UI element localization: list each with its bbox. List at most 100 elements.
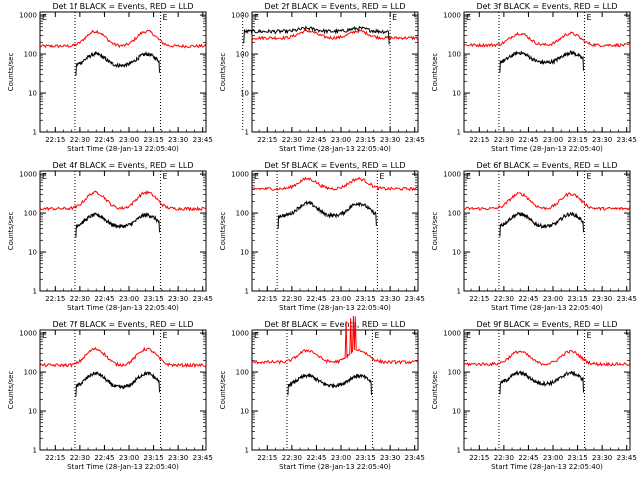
x-tick-label: 22:45 <box>94 295 114 303</box>
x-axis-label: Start Time (28-Jan-13 22:05:40) <box>279 145 391 153</box>
x-axis-label: Start Time (28-Jan-13 22:05:40) <box>491 145 603 153</box>
x-tick-label: 22:45 <box>306 136 326 144</box>
plot-frame <box>251 11 419 133</box>
x-tick-label: 22:45 <box>518 454 538 462</box>
series-events-line <box>499 369 584 395</box>
y-tick-label: 1000 <box>443 12 461 20</box>
series-lld-line <box>463 192 631 212</box>
x-tick-label: 22:15 <box>45 136 65 144</box>
panel-det-9: Det 9f BLACK = Events, RED = LLD 1 10 100 10… <box>431 320 637 471</box>
marker-label-left: E <box>254 13 259 22</box>
x-axis-label: Start Time (28-Jan-13 22:05:40) <box>279 463 391 471</box>
x-tick-label: 23:45 <box>617 136 637 144</box>
series-events-line <box>277 200 377 229</box>
y-tick-label: 100 <box>448 210 461 218</box>
x-tick-label: 23:15 <box>567 295 587 303</box>
x-tick-label: 22:30 <box>282 454 302 462</box>
x-tick-label: 23:00 <box>331 295 351 303</box>
y-tick-label: 10 <box>452 249 461 257</box>
series-events-line <box>287 373 372 396</box>
y-axis-label: Counts/sec <box>219 371 227 410</box>
marker-label-left: E <box>254 331 259 340</box>
x-tick-label: 23:45 <box>193 136 213 144</box>
marker-label-left: E <box>466 172 471 181</box>
y-axis-label: Counts/sec <box>431 371 439 410</box>
x-tick-label: 22:15 <box>469 295 489 303</box>
x-tick-label: 22:45 <box>306 454 326 462</box>
x-tick-label: 23:45 <box>405 136 425 144</box>
x-tick-label: 22:15 <box>257 454 277 462</box>
y-tick-label: 10 <box>28 408 37 416</box>
x-tick-label: 22:45 <box>518 136 538 144</box>
series-lld-line <box>252 315 419 365</box>
plot-frame <box>463 329 631 451</box>
x-tick-label: 22:30 <box>70 454 90 462</box>
y-tick-label: 100 <box>24 369 37 377</box>
marker-label-left: E <box>42 13 47 22</box>
x-tick-label: 23:45 <box>617 454 637 462</box>
y-tick-label: 1 <box>33 447 37 455</box>
y-tick-label: 1000 <box>231 12 249 20</box>
x-tick-label: 22:30 <box>70 295 90 303</box>
x-tick-label: 23:30 <box>168 136 188 144</box>
panel-title: Det 6f BLACK = Events, RED = LLD <box>476 161 617 170</box>
y-tick-label: 1000 <box>19 171 37 179</box>
y-tick-label: 1 <box>457 288 461 296</box>
marker-label-left: E <box>42 331 47 340</box>
y-tick-label: 100 <box>236 210 249 218</box>
y-tick-label: 1 <box>245 447 249 455</box>
panel-title: Det 1f BLACK = Events, RED = LLD <box>52 2 193 11</box>
y-tick-label: 100 <box>24 210 37 218</box>
series-lld-line <box>463 349 631 367</box>
x-axis-label: Start Time (28-Jan-13 22:05:40) <box>67 145 179 153</box>
series-events-line <box>75 370 160 397</box>
panel-det-7: Det 7f BLACK = Events, RED = LLD 1 10 100 10… <box>7 320 213 471</box>
x-axis-label: Start Time (28-Jan-13 22:05:40) <box>491 304 603 312</box>
panel-det-6: Det 6f BLACK = Events, RED = LLD 1 10 100 10… <box>431 161 637 312</box>
plot-frame <box>463 170 631 292</box>
x-tick-label: 23:45 <box>617 295 637 303</box>
x-axis-label: Start Time (28-Jan-13 22:05:40) <box>67 304 179 312</box>
y-tick-label: 1 <box>245 129 249 137</box>
x-tick-label: 23:15 <box>355 295 375 303</box>
x-tick-label: 23:15 <box>143 295 163 303</box>
series-lld-line <box>251 28 419 41</box>
y-tick-label: 1000 <box>19 12 37 20</box>
x-tick-label: 22:15 <box>469 136 489 144</box>
x-tick-label: 23:30 <box>380 136 400 144</box>
panel-title: Det 4f BLACK = Events, RED = LLD <box>52 161 193 170</box>
x-tick-label: 23:15 <box>567 454 587 462</box>
panel-det-3: Det 3f BLACK = Events, RED = LLD 1 10 100 10… <box>431 2 637 153</box>
x-tick-label: 23:30 <box>592 295 612 303</box>
x-tick-label: 23:15 <box>567 136 587 144</box>
x-tick-label: 22:30 <box>282 136 302 144</box>
series-events-line <box>499 49 584 73</box>
y-tick-label: 10 <box>28 90 37 98</box>
x-axis-label: Start Time (28-Jan-13 22:05:40) <box>279 304 391 312</box>
marker-label-right: E <box>162 331 167 340</box>
x-tick-label: 22:45 <box>518 295 538 303</box>
series-lld-line <box>39 29 207 49</box>
x-tick-label: 22:15 <box>45 295 65 303</box>
y-tick-label: 1 <box>457 129 461 137</box>
marker-label-right: E <box>586 172 591 181</box>
marker-label-left: E <box>466 331 471 340</box>
panel-det-2: Det 2f BLACK = Events, RED = LLD11010010… <box>219 2 425 153</box>
marker-label-right: E <box>586 13 591 22</box>
plot-frame <box>251 170 419 292</box>
x-tick-label: 23:30 <box>168 454 188 462</box>
panel-title: Det 3f BLACK = Events, RED = LLD <box>476 2 617 11</box>
y-tick-label: 100 <box>448 51 461 59</box>
x-tick-label: 22:30 <box>494 454 514 462</box>
series-events-line <box>243 25 390 45</box>
marker-label-right: E <box>374 331 379 340</box>
y-axis-label: Counts/sec <box>431 212 439 251</box>
marker-label-right: E <box>162 13 167 22</box>
x-tick-label: 23:15 <box>355 136 375 144</box>
panel-det-4: Det 4f BLACK = Events, RED = LLD 1 10 100 10… <box>7 161 213 312</box>
marker-label-right: E <box>379 172 384 181</box>
x-tick-label: 23:45 <box>193 454 213 462</box>
y-tick-label: 1000 <box>443 171 461 179</box>
x-tick-label: 23:30 <box>380 295 400 303</box>
y-axis-label: Counts/sec <box>431 53 439 92</box>
